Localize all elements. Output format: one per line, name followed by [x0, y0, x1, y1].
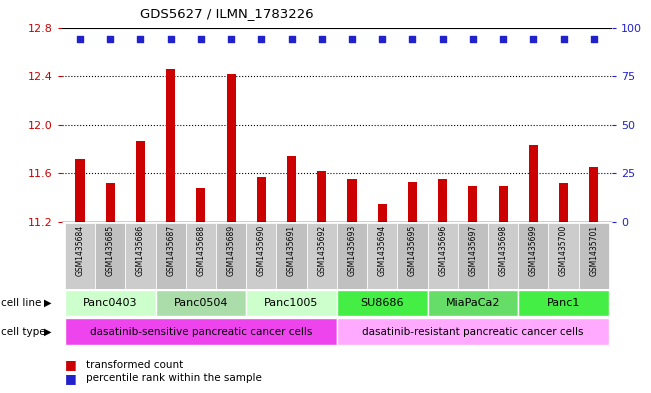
Point: [196, 36, 206, 42]
Point: [559, 36, 569, 42]
Text: Panc1005: Panc1005: [264, 298, 319, 308]
Point: [105, 36, 115, 42]
Text: GSM1435692: GSM1435692: [317, 225, 326, 276]
Text: Panc0403: Panc0403: [83, 298, 137, 308]
Bar: [197, 188, 206, 222]
Bar: [529, 145, 538, 222]
Text: GSM1435688: GSM1435688: [197, 225, 205, 276]
Text: GSM1435700: GSM1435700: [559, 225, 568, 276]
Text: Panc0504: Panc0504: [174, 298, 228, 308]
Bar: [589, 167, 598, 222]
Point: [347, 36, 357, 42]
Bar: [518, 223, 548, 289]
Text: dasatinib-resistant pancreatic cancer cells: dasatinib-resistant pancreatic cancer ce…: [362, 327, 584, 337]
Text: cell line: cell line: [1, 298, 42, 308]
Text: dasatinib-sensitive pancreatic cancer cells: dasatinib-sensitive pancreatic cancer ce…: [90, 327, 312, 337]
Bar: [246, 290, 337, 316]
Text: cell type: cell type: [1, 327, 46, 337]
Point: [316, 36, 327, 42]
Bar: [337, 290, 428, 316]
Bar: [348, 180, 357, 222]
Bar: [488, 223, 518, 289]
Bar: [125, 223, 156, 289]
Bar: [518, 290, 609, 316]
Bar: [438, 180, 447, 222]
Text: percentile rank within the sample: percentile rank within the sample: [86, 373, 262, 383]
Text: GSM1435686: GSM1435686: [136, 225, 145, 276]
Text: GSM1435693: GSM1435693: [348, 225, 357, 276]
Text: ■: ■: [65, 371, 77, 385]
Bar: [65, 290, 156, 316]
Bar: [579, 223, 609, 289]
Point: [589, 36, 599, 42]
Bar: [95, 223, 125, 289]
Bar: [287, 156, 296, 222]
Bar: [277, 223, 307, 289]
Bar: [458, 223, 488, 289]
Point: [437, 36, 448, 42]
Text: transformed count: transformed count: [86, 360, 183, 370]
Bar: [307, 223, 337, 289]
Text: ▶: ▶: [44, 298, 51, 308]
Bar: [227, 74, 236, 222]
Bar: [408, 182, 417, 222]
Bar: [136, 141, 145, 222]
Text: Panc1: Panc1: [547, 298, 580, 308]
Text: GSM1435694: GSM1435694: [378, 225, 387, 276]
Point: [467, 36, 478, 42]
Bar: [397, 223, 428, 289]
Bar: [216, 223, 246, 289]
Point: [256, 36, 266, 42]
Bar: [468, 185, 477, 222]
Text: GSM1435685: GSM1435685: [105, 225, 115, 276]
Text: GDS5627 / ILMN_1783226: GDS5627 / ILMN_1783226: [140, 7, 314, 20]
Bar: [105, 183, 115, 222]
Point: [226, 36, 236, 42]
Text: SU8686: SU8686: [361, 298, 404, 308]
Point: [377, 36, 387, 42]
Bar: [559, 183, 568, 222]
Bar: [246, 223, 277, 289]
Bar: [256, 177, 266, 222]
Text: GSM1435696: GSM1435696: [438, 225, 447, 276]
Bar: [156, 223, 186, 289]
Text: GSM1435687: GSM1435687: [166, 225, 175, 276]
Text: GSM1435695: GSM1435695: [408, 225, 417, 276]
Bar: [337, 318, 609, 345]
Point: [408, 36, 418, 42]
Point: [165, 36, 176, 42]
Text: MiaPaCa2: MiaPaCa2: [446, 298, 500, 308]
Bar: [76, 159, 85, 222]
Bar: [367, 223, 397, 289]
Point: [286, 36, 297, 42]
Bar: [65, 223, 95, 289]
Bar: [317, 171, 326, 222]
Text: GSM1435701: GSM1435701: [589, 225, 598, 276]
Bar: [378, 204, 387, 222]
Bar: [186, 223, 216, 289]
Text: ■: ■: [65, 358, 77, 371]
Bar: [156, 290, 246, 316]
Bar: [428, 223, 458, 289]
Text: GSM1435698: GSM1435698: [499, 225, 508, 276]
Bar: [65, 318, 337, 345]
Bar: [337, 223, 367, 289]
Text: ▶: ▶: [44, 327, 51, 337]
Point: [498, 36, 508, 42]
Point: [528, 36, 538, 42]
Bar: [166, 69, 175, 222]
Bar: [428, 290, 518, 316]
Text: GSM1435699: GSM1435699: [529, 225, 538, 276]
Text: GSM1435690: GSM1435690: [257, 225, 266, 276]
Text: GSM1435691: GSM1435691: [287, 225, 296, 276]
Point: [75, 36, 85, 42]
Text: GSM1435689: GSM1435689: [227, 225, 236, 276]
Bar: [499, 185, 508, 222]
Text: GSM1435697: GSM1435697: [469, 225, 477, 276]
Point: [135, 36, 146, 42]
Text: GSM1435684: GSM1435684: [76, 225, 85, 276]
Bar: [548, 223, 579, 289]
